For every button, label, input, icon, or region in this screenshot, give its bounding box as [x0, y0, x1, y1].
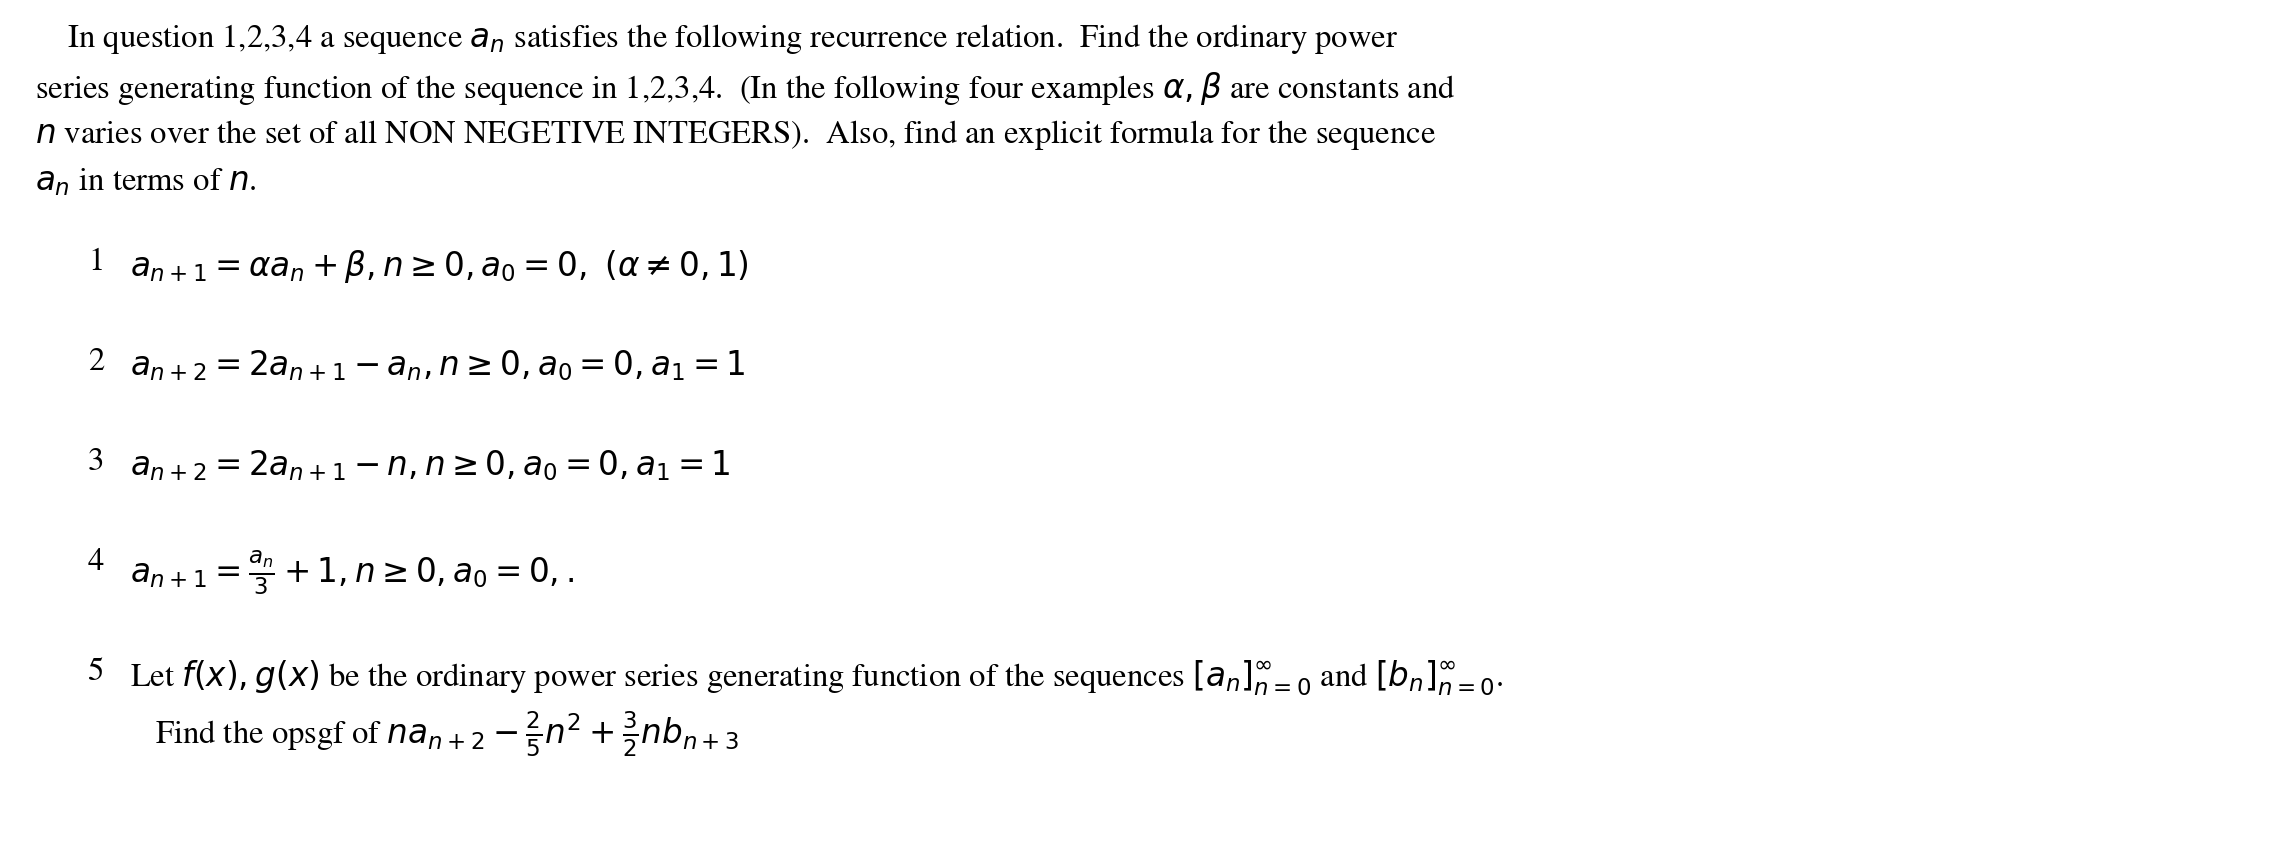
Text: series generating function of the sequence in 1,2,3,4.  (In the following four e: series generating function of the sequen…: [34, 70, 1456, 107]
Text: 3: 3: [87, 448, 105, 477]
Text: $n$ varies over the set of all NON NEGETIVE INTEGERS).  Also, find an explicit f: $n$ varies over the set of all NON NEGET…: [34, 118, 1436, 152]
Text: $a_{n+2} = 2a_{n+1} - n, n \geq 0, a_0 = 0, a_1 = 1$: $a_{n+2} = 2a_{n+1} - n, n \geq 0, a_0 =…: [130, 448, 732, 483]
Text: 2: 2: [87, 348, 105, 377]
Text: $a_{n+1} = \alpha a_n + \beta, n \geq 0, a_0 = 0, \ (\alpha \neq 0, 1)$: $a_{n+1} = \alpha a_n + \beta, n \geq 0,…: [130, 248, 750, 285]
Text: In question 1,2,3,4 a sequence $a_n$ satisfies the following recurrence relation: In question 1,2,3,4 a sequence $a_n$ sat…: [34, 22, 1399, 56]
Text: 5: 5: [87, 658, 105, 688]
Text: Let $f(x), g(x)$ be the ordinary power series generating function of the sequenc: Let $f(x), g(x)$ be the ordinary power s…: [130, 658, 1502, 698]
Text: Find the opsgf of $na_{n+2} - \frac{2}{5}n^2 + \frac{3}{2}nb_{n+3}$: Find the opsgf of $na_{n+2} - \frac{2}{5…: [155, 710, 738, 759]
Text: 4: 4: [87, 548, 105, 577]
Text: $a_n$ in terms of $n$.: $a_n$ in terms of $n$.: [34, 166, 256, 198]
Text: $a_{n+1} = \frac{a_n}{3} + 1, n \geq 0, a_0 = 0,.$: $a_{n+1} = \frac{a_n}{3} + 1, n \geq 0, …: [130, 548, 574, 597]
Text: 1: 1: [87, 248, 105, 277]
Text: $a_{n+2} = 2a_{n+1} - a_n, n \geq 0, a_0 = 0, a_1 = 1$: $a_{n+2} = 2a_{n+1} - a_n, n \geq 0, a_0…: [130, 348, 745, 382]
